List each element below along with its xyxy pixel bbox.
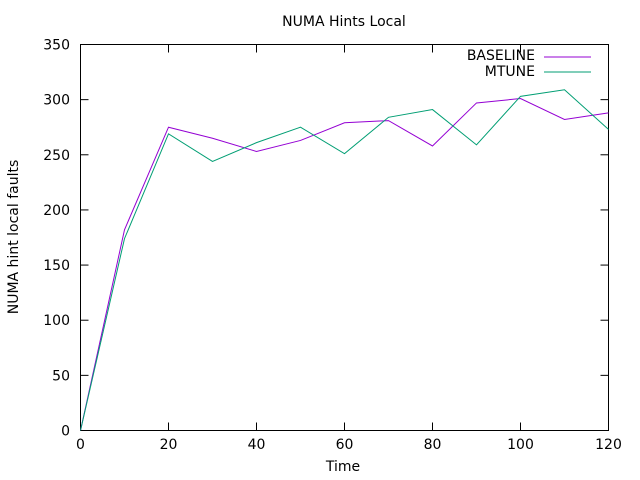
x-tick-label: 80 <box>424 437 442 453</box>
x-tick-label: 0 <box>76 437 85 453</box>
legend: BASELINE MTUNE <box>467 48 591 80</box>
y-axis-label: NUMA hint local faults <box>6 160 22 315</box>
chart-title: NUMA Hints Local <box>282 14 406 30</box>
series-lines <box>80 89 609 431</box>
series-line-baseline <box>80 98 609 431</box>
y-tick-label: 350 <box>43 38 70 54</box>
y-tick-label: 250 <box>43 148 70 164</box>
x-tick-label: 120 <box>595 437 622 453</box>
x-axis-label: Time <box>325 459 360 475</box>
legend-label-mtune: MTUNE <box>485 64 535 80</box>
y-tick-label: 50 <box>52 368 70 384</box>
x-tick-label: 100 <box>507 437 534 453</box>
x-tick-label: 20 <box>160 437 178 453</box>
axis-ticks: 0 20 40 60 80 100 120 0 50 100 150 200 250 300 350 <box>43 38 622 454</box>
y-tick-label: 150 <box>43 258 70 274</box>
x-tick-label: 40 <box>248 437 266 453</box>
series-line-mtune <box>80 89 609 431</box>
y-tick-label: 0 <box>61 424 70 440</box>
y-tick-label: 200 <box>43 203 70 219</box>
legend-label-baseline: BASELINE <box>467 48 535 64</box>
x-tick-label: 60 <box>336 437 354 453</box>
y-tick-label: 300 <box>43 93 70 109</box>
y-tick-label: 100 <box>43 313 70 329</box>
